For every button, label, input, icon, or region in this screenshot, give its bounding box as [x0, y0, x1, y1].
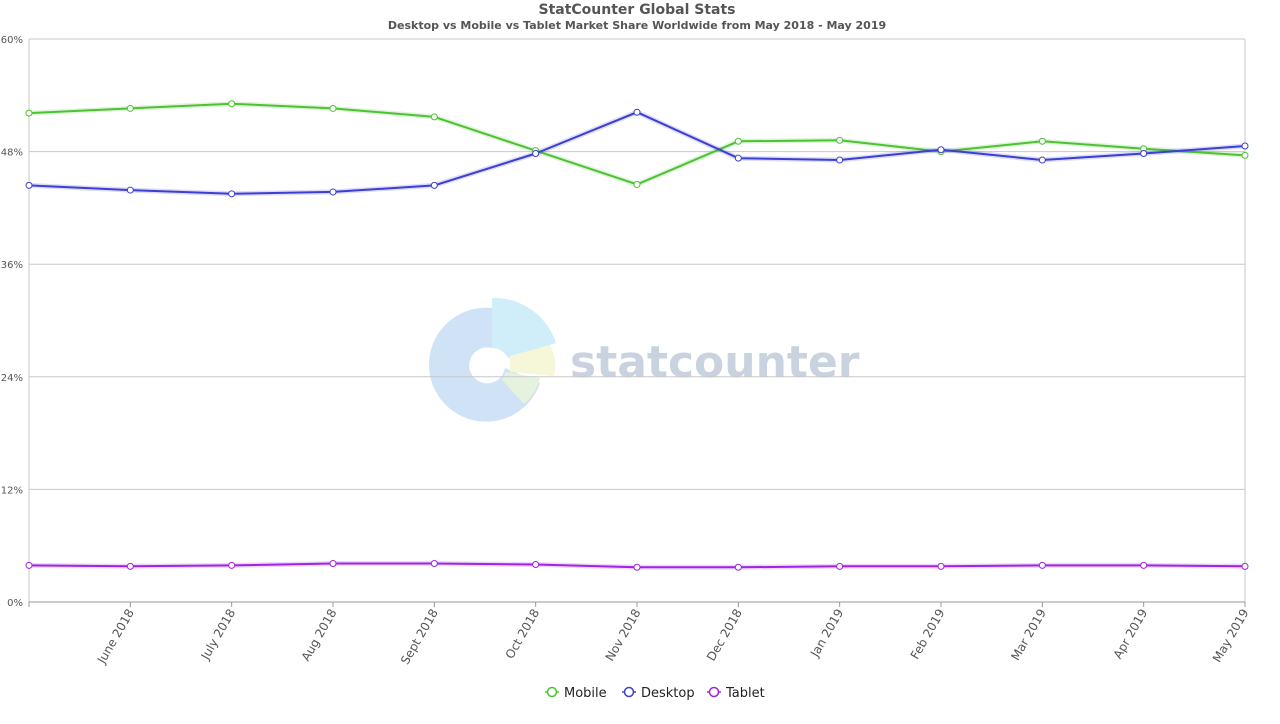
- data-point-desktop: [430, 181, 438, 189]
- x-tick-label: Sept 2018: [398, 607, 441, 667]
- data-point-tablet: [633, 563, 641, 571]
- x-tick-label: Apr 2019: [1111, 607, 1151, 662]
- data-point-tablet: [1038, 561, 1046, 569]
- y-tick-label: 60%: [1, 35, 23, 46]
- watermark-logo-yellow: [510, 345, 556, 376]
- watermark-logo-blue: [429, 307, 540, 422]
- data-point-desktop: [633, 108, 641, 116]
- chart-subtitle: Desktop vs Mobile vs Tablet Market Share…: [388, 19, 886, 32]
- data-point-mobile: [734, 137, 742, 145]
- x-tick-label: Jan 2019: [807, 607, 846, 661]
- y-tick-label: 48%: [1, 148, 23, 159]
- data-point-tablet: [25, 561, 33, 569]
- chart-title: StatCounter Global Stats: [538, 2, 735, 18]
- data-point-mobile: [228, 100, 236, 108]
- x-tick-label: May 2019: [1210, 607, 1252, 665]
- x-tick-label: Dec 2018: [704, 607, 745, 664]
- data-point-desktop: [1140, 149, 1148, 157]
- y-tick-label: 36%: [1, 260, 23, 271]
- legend: Mobile Desktop Tablet: [545, 686, 765, 701]
- data-point-tablet: [126, 562, 134, 570]
- data-point-tablet: [1241, 562, 1249, 570]
- data-point-tablet: [734, 563, 742, 571]
- legend-marker-desktop: [623, 686, 635, 698]
- x-tick-label: June 2018: [94, 607, 137, 667]
- data-point-desktop: [836, 156, 844, 164]
- data-point-tablet: [228, 561, 236, 569]
- x-tick-label: Aug 2018: [299, 607, 340, 664]
- data-point-mobile: [329, 104, 337, 112]
- data-point-tablet: [836, 562, 844, 570]
- data-point-desktop: [126, 186, 134, 194]
- watermark-logo-cyan: [492, 297, 556, 358]
- data-point-desktop: [329, 188, 337, 196]
- data-point-mobile: [633, 180, 641, 188]
- watermark-logo-green: [502, 372, 540, 404]
- watermark-text: statcounter: [570, 337, 860, 388]
- x-tick-label: July 2018: [198, 607, 239, 663]
- y-tick-label: 0%: [7, 598, 23, 609]
- data-point-mobile: [1241, 151, 1249, 159]
- data-point-desktop: [734, 154, 742, 162]
- legend-marker-tablet: [708, 686, 720, 698]
- x-tick-label: Oct 2018: [503, 607, 543, 662]
- x-tick-label: Mar 2019: [1008, 607, 1049, 663]
- data-point-mobile: [430, 113, 438, 121]
- y-tick-label: 12%: [1, 485, 23, 496]
- legend-label-mobile: Mobile: [564, 686, 607, 701]
- y-tick-label: 24%: [1, 373, 23, 384]
- data-point-mobile: [836, 136, 844, 144]
- grid-layer: [29, 38, 1245, 603]
- data-point-mobile: [1038, 137, 1046, 145]
- data-point-tablet: [532, 560, 540, 568]
- data-point-desktop: [25, 181, 33, 189]
- data-point-tablet: [329, 560, 337, 568]
- data-point-mobile: [25, 109, 33, 117]
- data-point-desktop: [532, 149, 540, 157]
- data-point-tablet: [1140, 561, 1148, 569]
- data-point-mobile: [126, 104, 134, 112]
- data-point-desktop: [937, 146, 945, 154]
- series-shadow-mobile: [28, 101, 1246, 187]
- data-point-tablet: [937, 562, 945, 570]
- x-tick-label: Nov 2018: [603, 607, 644, 664]
- legend-marker-mobile: [546, 686, 558, 698]
- legend-label-desktop: Desktop: [641, 686, 695, 701]
- data-point-desktop: [228, 190, 236, 198]
- legend-label-tablet: Tablet: [725, 686, 765, 701]
- series-layer: [25, 100, 1249, 571]
- statcounter-watermark: statcounter: [429, 297, 860, 422]
- x-tick-label: Feb 2019: [908, 607, 948, 662]
- data-point-desktop: [1038, 156, 1046, 164]
- data-point-desktop: [1241, 142, 1249, 150]
- data-point-tablet: [430, 560, 438, 568]
